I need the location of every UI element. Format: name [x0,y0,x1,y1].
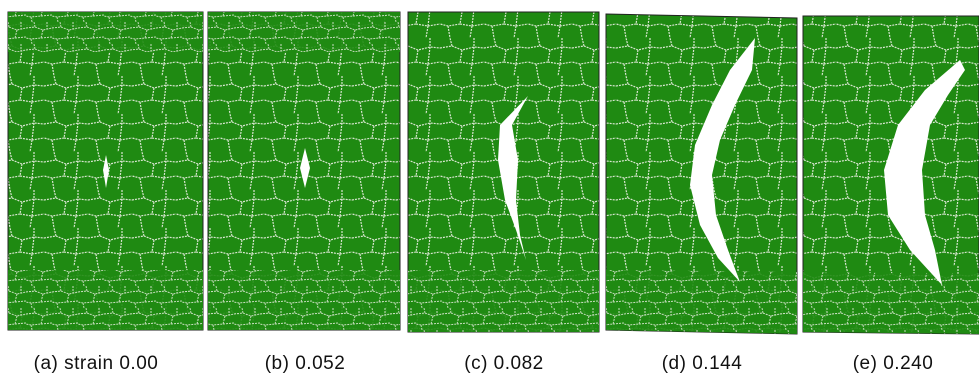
caption: (a) strain 0.00 [34,353,159,374]
panel-b [208,12,400,330]
panel-a [8,12,203,330]
figure: (a) strain 0.00 (b) 0.052 (c) 0.082 (d) … [0,0,979,379]
panel-c [408,12,599,332]
panel-d [606,14,797,334]
caption: (b) 0.052 [265,353,346,374]
caption: (c) 0.082 [464,353,543,374]
panel-e [803,16,979,334]
caption: (e) 0.240 [853,353,934,374]
caption: (d) 0.144 [662,353,743,374]
